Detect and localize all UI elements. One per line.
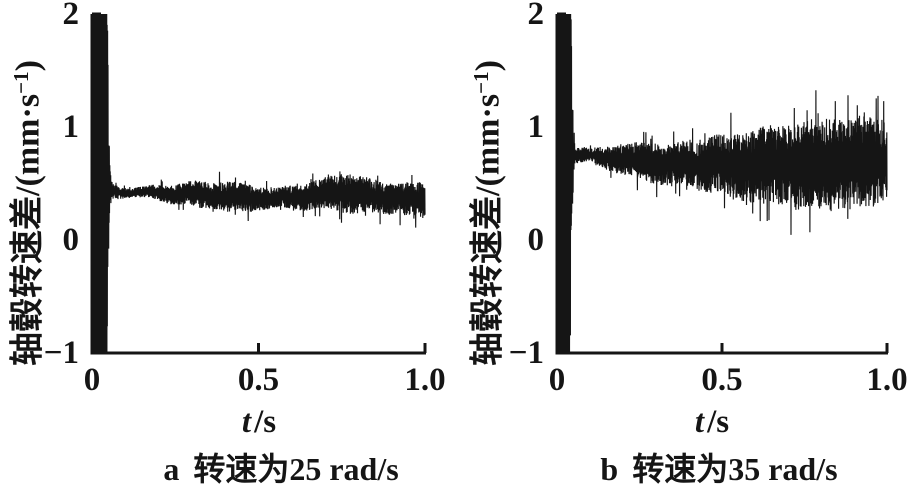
panel-letter: a: [163, 451, 180, 487]
y-axis-label-close: ): [469, 60, 507, 72]
y-tick-label: −1: [508, 335, 544, 371]
signal-path-b: [556, 13, 888, 354]
panel-caption-b: b 转速为35 rad/s: [549, 449, 889, 489]
x-tick-label: 1.0: [866, 362, 908, 398]
panel-caption-text: 转速为25 rad/s: [193, 451, 399, 487]
y-tick-label: 1: [527, 109, 545, 145]
y-axis-label-close: ): [9, 60, 47, 72]
y-tick-label: 2: [527, 0, 545, 32]
y-tick-label: 1: [62, 109, 80, 145]
y-tick-label: 0: [527, 222, 545, 258]
signal-path-a: [91, 13, 426, 354]
y-tick-label: −1: [43, 335, 79, 371]
x-axis-unit: /s: [254, 404, 277, 440]
tick-marks-a: [90, 12, 427, 355]
x-tick-label: 0: [548, 362, 566, 398]
panel-caption-a: a 转速为25 rad/s: [111, 449, 451, 489]
x-axis-unit: /s: [707, 404, 730, 440]
x-axis-label-b: t/s: [632, 402, 792, 442]
x-axis-label-a: t/s: [179, 402, 339, 442]
panel-letter: b: [600, 451, 619, 487]
y-axis-label-superscript: −1: [9, 71, 33, 94]
x-tick-label: 0.5: [237, 362, 280, 398]
x-tick-label: 1.0: [404, 362, 446, 398]
y-axis-label-superscript: −1: [469, 71, 493, 94]
x-axis-variable: t: [694, 404, 705, 440]
x-tick-label: 0.5: [701, 362, 743, 398]
x-tick-label: 0: [83, 362, 101, 398]
y-tick-label: 0: [62, 222, 80, 258]
y-tick-label: 2: [62, 0, 80, 32]
x-axis-variable: t: [241, 404, 252, 440]
panel-caption-text: 转速为35 rad/s: [632, 451, 838, 487]
